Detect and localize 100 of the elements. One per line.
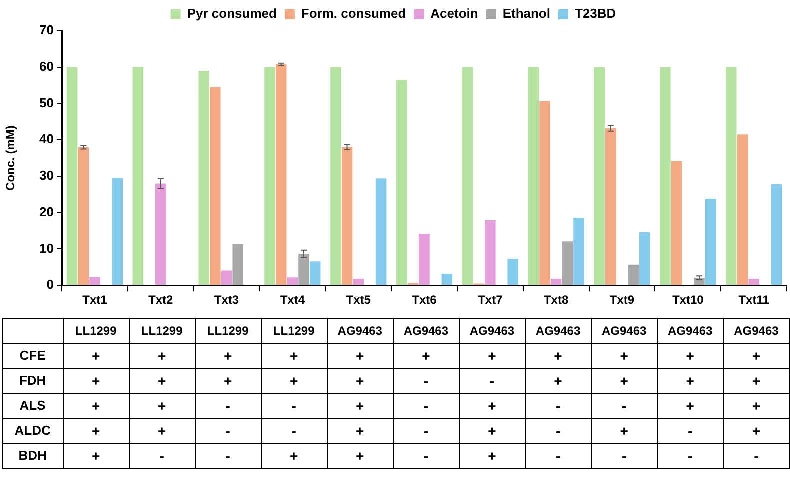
y-tick-label: 10 (40, 240, 54, 256)
bar (287, 278, 298, 286)
text: + (92, 448, 100, 464)
category-label: AG9463 (657, 318, 724, 344)
text: + (686, 398, 694, 414)
bar (540, 101, 550, 286)
bar (562, 242, 574, 286)
bar (353, 279, 364, 286)
bar (210, 87, 221, 286)
category-label: CFE (20, 348, 46, 363)
text: + (356, 348, 364, 364)
y-axis-title: Conc. (mM) (4, 126, 18, 191)
text: + (554, 348, 562, 364)
bar (574, 218, 584, 286)
text: + (488, 348, 496, 364)
text: - (622, 398, 627, 414)
legend-label: T23BD (574, 6, 616, 22)
text: + (290, 448, 298, 464)
category-label: LL1299 (63, 318, 130, 344)
text: + (290, 348, 298, 364)
text: + (158, 373, 166, 389)
text: - (754, 448, 759, 464)
bar (298, 254, 310, 286)
x-tick-label: Txt1 (82, 293, 108, 308)
bar (640, 232, 650, 286)
bar (694, 278, 705, 286)
text: + (92, 348, 100, 364)
text: + (158, 348, 166, 364)
text: - (490, 373, 495, 389)
text: + (488, 448, 496, 464)
text: - (424, 423, 429, 439)
text: + (752, 373, 761, 389)
text: - (292, 398, 296, 414)
category-label: AG9463 (393, 318, 460, 344)
bar (198, 71, 210, 286)
category-label: LL1299 (261, 318, 328, 344)
text: - (226, 423, 230, 439)
bar (155, 184, 166, 286)
text: + (422, 348, 430, 364)
bar (276, 64, 287, 286)
bar (221, 270, 232, 286)
category-label: AG9463 (327, 318, 394, 344)
bar (485, 220, 496, 286)
x-tick-label: Txt8 (544, 293, 569, 308)
bar (705, 199, 716, 286)
bar (442, 274, 453, 286)
text: + (356, 398, 364, 414)
bar (671, 161, 682, 286)
bar (628, 264, 639, 286)
text: + (158, 398, 166, 414)
y-tick-label: 60 (40, 58, 54, 74)
category-label: BDH (18, 448, 47, 463)
bar (330, 67, 342, 286)
x-tick-label: Txt10 (672, 293, 704, 308)
text: + (224, 373, 232, 389)
bar (594, 67, 605, 286)
bar (264, 67, 276, 286)
y-tick-label: 50 (40, 95, 54, 110)
bar (232, 244, 244, 286)
x-tick-label: Txt2 (148, 293, 174, 308)
x-tick-label: Txt5 (346, 293, 372, 308)
text: + (356, 373, 364, 389)
bar (132, 67, 144, 286)
category-label: FDH (19, 373, 46, 388)
bar (726, 67, 737, 286)
category-label: ALS (20, 398, 46, 413)
text: - (160, 448, 164, 464)
category-label: AG9463 (723, 318, 790, 344)
legend-label: Acetoin (430, 6, 478, 22)
x-tick-label: Txt3 (214, 293, 240, 308)
bar (66, 67, 78, 286)
bar (396, 80, 408, 286)
text: - (688, 423, 693, 439)
text: + (158, 423, 166, 439)
bar (78, 147, 90, 286)
bar (462, 67, 474, 286)
text: + (356, 448, 364, 464)
y-tick-label: 20 (40, 204, 54, 220)
text: - (556, 423, 561, 439)
y-tick-label: 40 (40, 132, 54, 147)
text: + (92, 398, 100, 414)
text: + (290, 373, 298, 389)
bar (771, 184, 782, 286)
category-label: LL1299 (129, 318, 196, 344)
x-tick-label: Txt7 (478, 293, 504, 308)
bar (508, 259, 518, 286)
text: + (620, 373, 628, 389)
text: + (488, 423, 496, 439)
text: + (686, 373, 694, 389)
bar (550, 279, 562, 286)
text: + (620, 348, 628, 364)
bar (660, 67, 671, 286)
bar (342, 147, 353, 286)
text: - (424, 398, 429, 414)
bar (90, 277, 100, 286)
bar (310, 262, 321, 286)
text: + (554, 373, 562, 389)
category-label: LL1299 (195, 318, 262, 344)
x-tick-label: Txt9 (610, 293, 635, 308)
bar (528, 67, 540, 286)
